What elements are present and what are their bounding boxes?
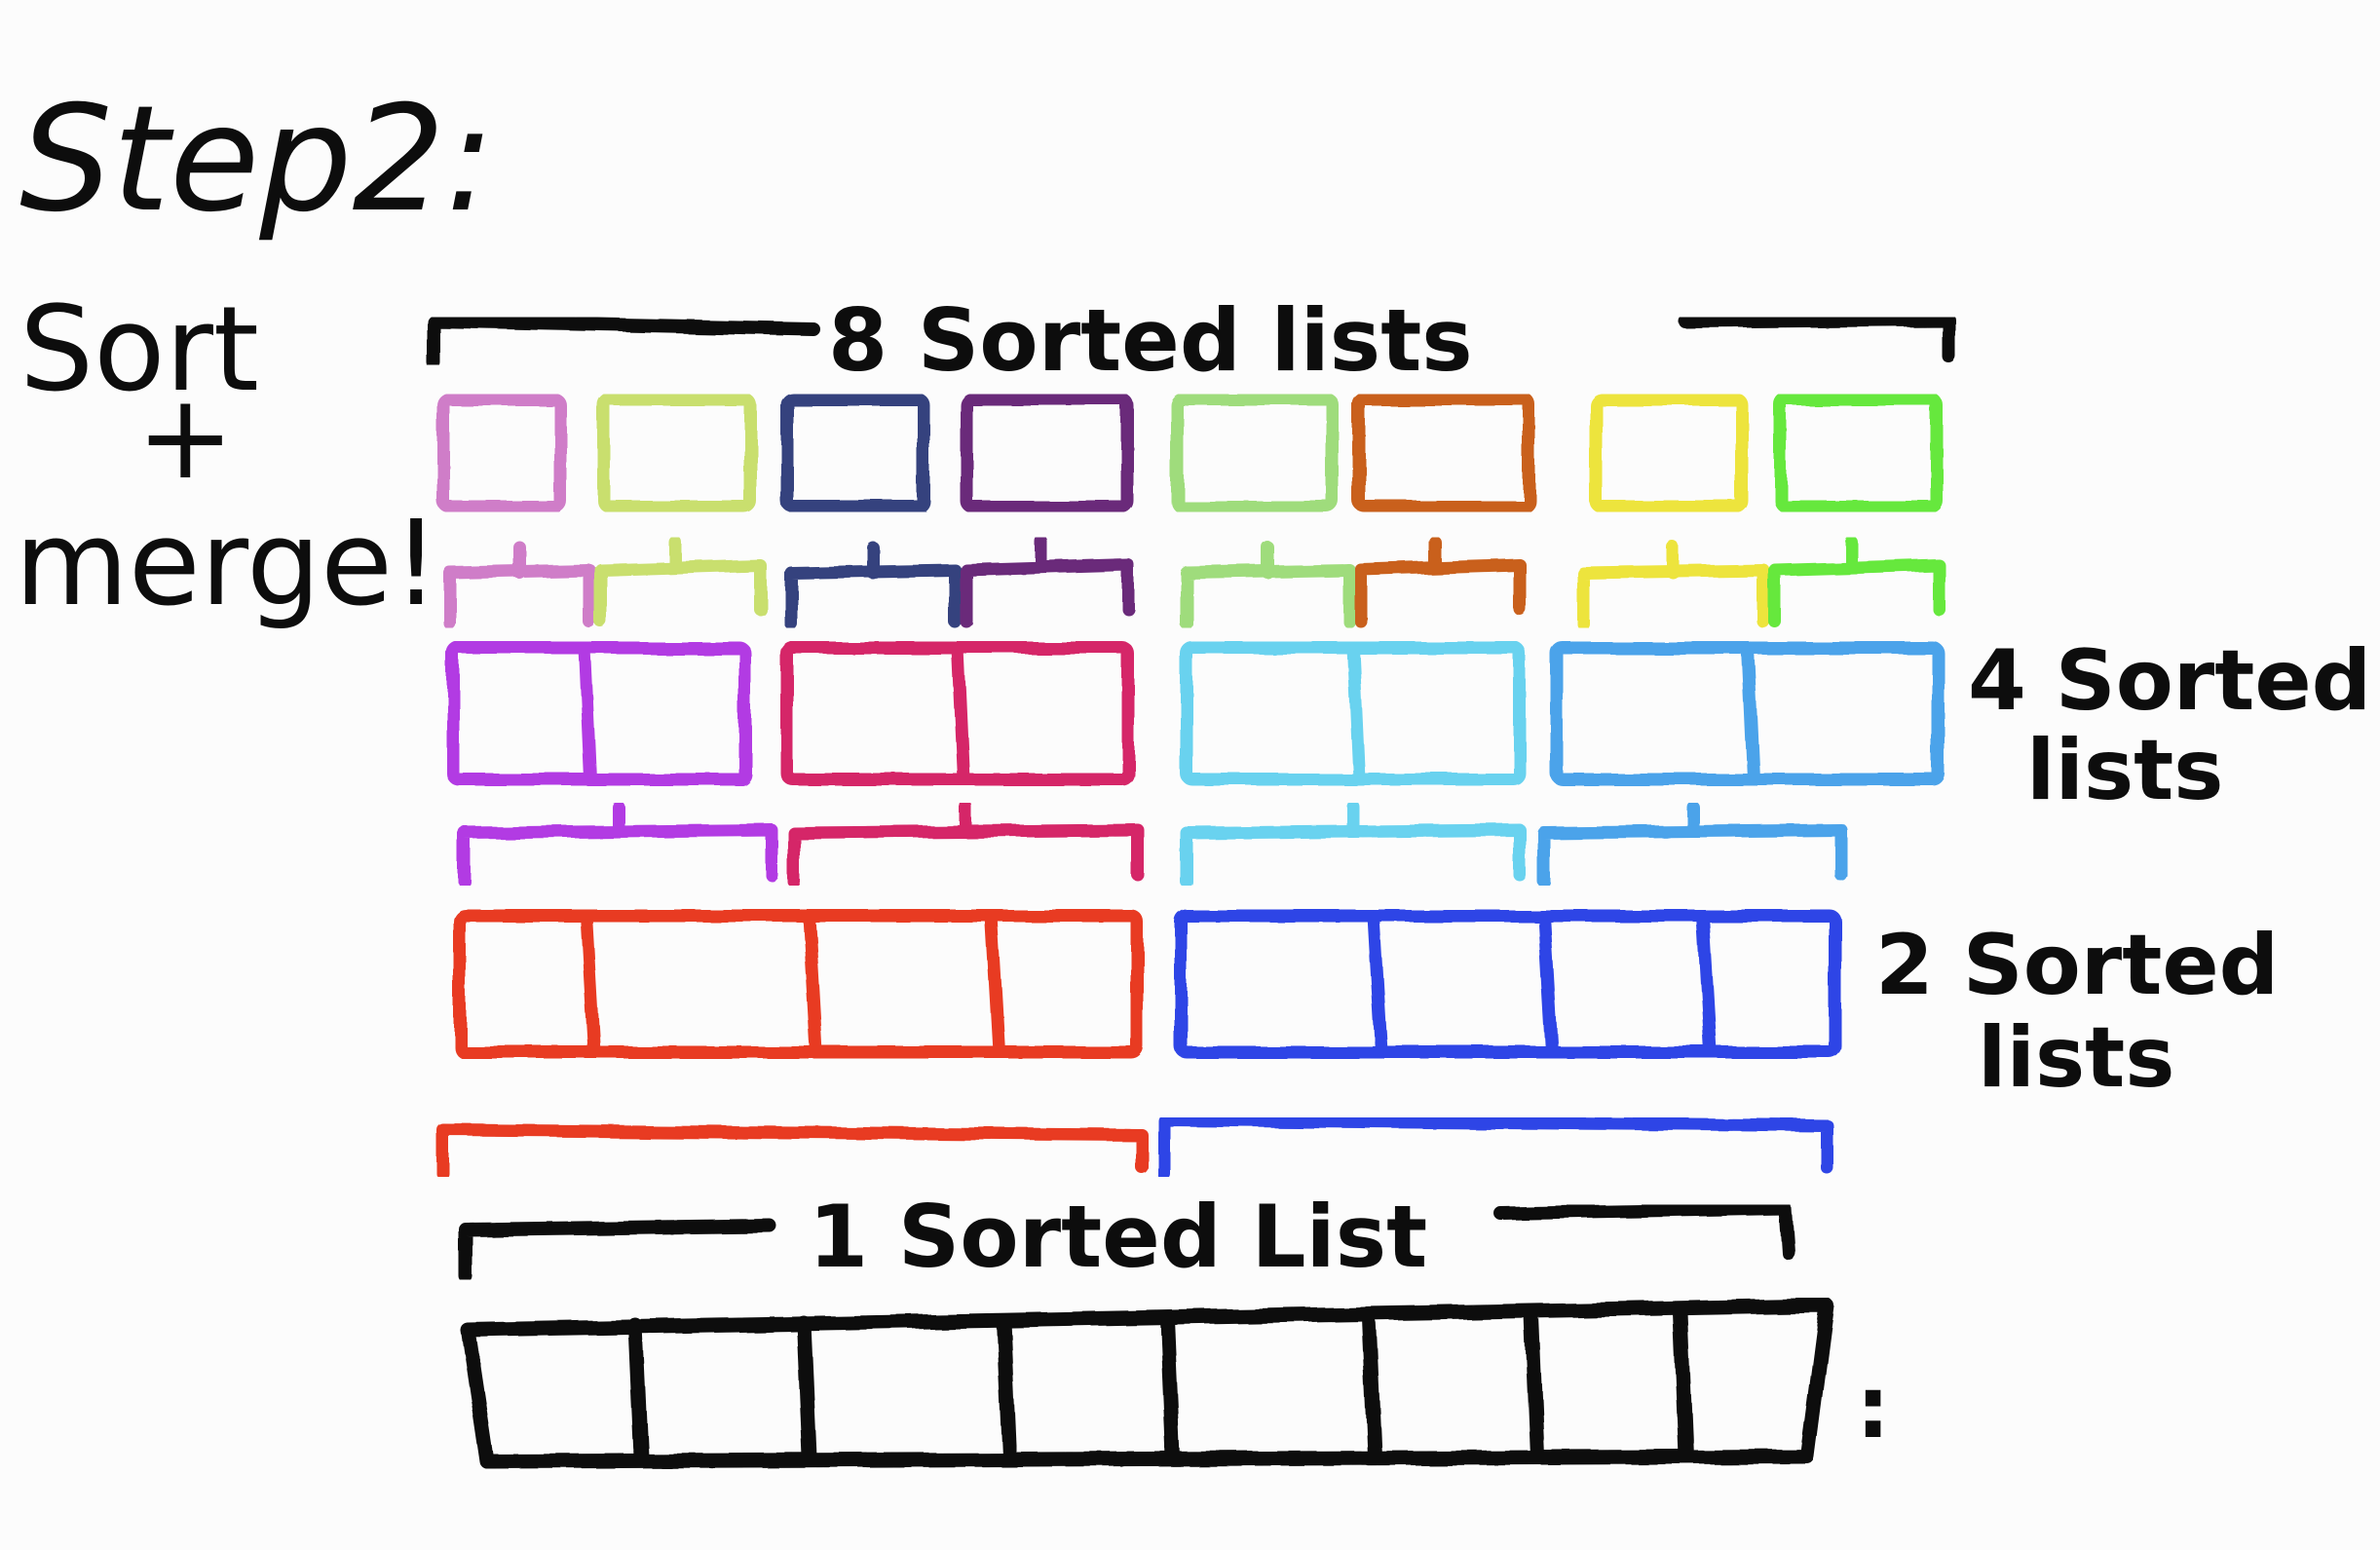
cell-divider-4-2 [951,641,970,786]
cell-divider-1-3 [996,1313,1017,1464]
merge-bracket-4-3 [1180,823,1527,888]
level-2-lists [453,909,1842,1059]
list-box-8-8 [1774,393,1944,513]
level-8-connectors [443,535,1946,630]
list-box-4-1 [446,641,752,786]
merge-bracket-8-8 [1768,558,1946,628]
cell-divider-2-1-1 [580,909,601,1059]
eight-lists-bracket [427,313,1955,369]
four-lists-label-line1: 4 Sorted [1968,632,2371,730]
cell-divider-1-6 [1524,1307,1545,1464]
one-list-label: 1 Sorted List [809,1187,1427,1287]
list-box-8-2 [597,393,757,513]
cell-divider-4-4 [1741,641,1760,786]
cell-divider-2-2-1 [1367,909,1388,1059]
list-box-8-7 [1589,393,1749,513]
cell-divider-1-4 [1159,1311,1181,1464]
cell-divider-1-7 [1673,1305,1694,1464]
cell-divider-2-1-3 [985,909,1006,1059]
merge-bracket-2-2 [1157,1114,1833,1181]
two-lists-label-line1: 2 Sorted [1875,917,2279,1014]
cell-divider-2-2-3 [1696,909,1718,1059]
merge-bracket-2-1 [436,1123,1149,1181]
list-box-1 [460,1298,1834,1469]
cell-divider-2-1-2 [802,909,823,1059]
cell-divider-1-5 [1361,1309,1382,1464]
merge-bracket-8-4 [960,558,1135,628]
merge-bracket-8-6 [1354,558,1527,628]
continuation-dots: : [1856,1357,1890,1457]
four-lists-label-line2: lists [2026,722,2223,819]
one-list-bracket [459,1201,1794,1283]
cell-divider-1-2 [796,1315,817,1464]
sort-label: Sort [19,283,259,418]
level-1-list [460,1298,1834,1469]
cell-divider-1-1 [627,1317,649,1464]
level-8-lists [436,393,1944,513]
level-2-connectors [436,1114,1833,1181]
merge-bracket-8-2 [594,558,767,628]
cell-divider-2-2-2 [1537,909,1559,1059]
list-box-8-5 [1170,393,1340,513]
cell-divider-4-1 [578,641,597,786]
list-box-8-6 [1352,393,1536,513]
merge-label: merge! [15,497,439,632]
merge-bracket-4-1 [458,823,778,888]
two-lists-label-line2: lists [1978,1009,2174,1107]
merge-bracket-4-2 [787,823,1145,888]
list-box-8-3 [780,393,930,513]
list-box-2-1 [453,909,1144,1059]
cell-divider-4-3 [1346,641,1366,786]
level-4-lists [446,641,1946,786]
level-4-connectors [458,800,1848,888]
list-box-2-2 [1174,909,1842,1059]
list-box-8-4 [960,393,1134,513]
eight-lists-label: 8 Sorted lists [828,290,1473,391]
list-box-8-1 [436,393,567,513]
plus-sign: + [136,370,235,506]
merge-bracket-4-4 [1537,823,1848,888]
step-title: Step2: [19,75,495,245]
